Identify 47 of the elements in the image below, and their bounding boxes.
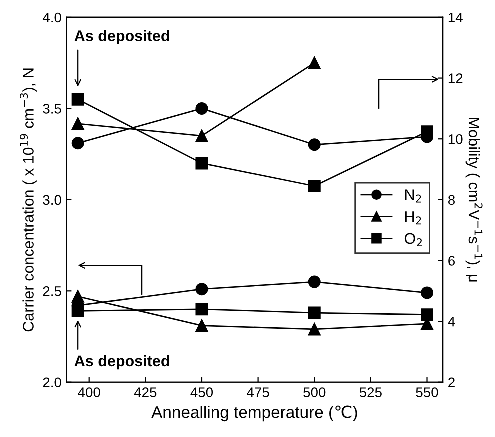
x-tick-label: 400 [78,388,100,398]
x-tick-label: 525 [360,388,382,398]
y-tick-label: 3.5 [43,104,62,114]
point [308,306,321,320]
point [196,283,208,296]
y2-tick-label: 8 [448,195,456,206]
annotation: As deposited [74,30,170,44]
y2-tick-label: 6 [448,256,455,266]
point [72,290,84,303]
x-axis-title: Annealling temperature (℃) [152,406,358,422]
point [72,137,84,150]
y-tick-label: 3.0 [43,195,62,206]
point [72,93,84,106]
point [421,308,434,322]
x-tick-label: 550 [416,388,438,398]
point [196,130,208,142]
x-tick-label: 475 [247,388,270,398]
point [308,323,321,336]
point [196,320,208,332]
x-tick-label: 425 [134,388,157,398]
legend-label: O$_{2}$ [404,233,422,246]
y-axis-title: Carrier concentration ( x 10$^{19}$ cm$^{−3}$), N [20,68,37,332]
point [72,118,84,130]
point [196,157,208,170]
x-tick-label: 500 [304,388,326,398]
y2-tick-label: 10 [448,134,463,144]
point [196,303,208,316]
point [308,180,321,192]
y2-axis-title: Mobility ( cm$^{2}$V$^{−1}$s$^{−1}$), μ [466,118,483,282]
y2-tick-label: 14 [448,12,463,23]
legend-label: N$_{2}$ [405,190,422,203]
point [421,286,434,300]
y-tick-label: 4.0 [42,12,62,23]
y-tick-label: 2.0 [43,378,62,388]
y2-tick-label: 2 [448,378,455,388]
legend-label: H$_{2}$ [405,212,422,225]
y2-tick-label: 4 [448,317,456,327]
annotation: As deposited [74,355,170,370]
point [308,276,321,288]
y-tick-label: 2.5 [43,286,62,296]
y2-tick-label: 12 [448,74,463,84]
point [308,56,321,70]
point [421,126,434,138]
point [72,304,84,318]
point [308,138,321,152]
point [196,102,208,115]
x-tick-label: 450 [190,388,214,398]
